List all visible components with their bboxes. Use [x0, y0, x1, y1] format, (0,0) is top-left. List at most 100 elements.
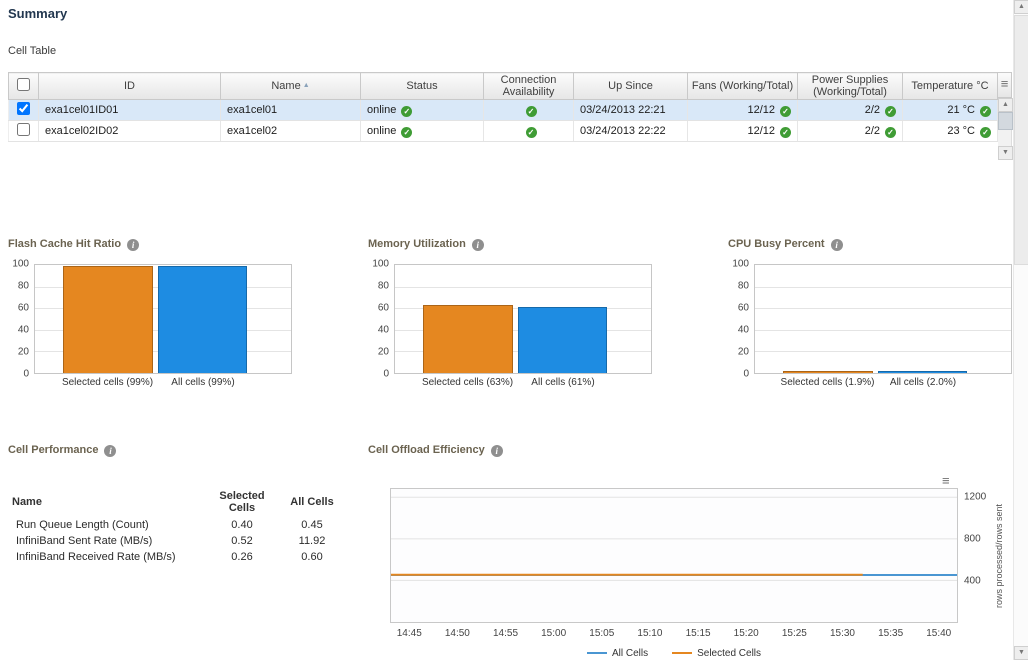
scroll-down-icon[interactable]: ▼ [998, 146, 1013, 160]
category-label: Selected cells (99%) [61, 377, 154, 388]
x-tick-label: 15:40 [926, 628, 952, 639]
table-scrollbar[interactable]: ▲ ▼ [998, 98, 1013, 160]
y-tick-label: 80 [737, 280, 749, 292]
perf-row: InfiniBand Sent Rate (MB/s) 0.52 11.92 [16, 535, 326, 547]
cell-up-since: 03/24/2013 22:21 [573, 99, 688, 121]
connection-ok-icon: ✓ [525, 126, 537, 138]
power-ok-icon: ✓ [885, 126, 896, 138]
legend-line-icon [586, 652, 607, 654]
page-title: Summary [8, 6, 68, 21]
page-scrollbar[interactable]: ▲ ▼ [1013, 0, 1028, 660]
row-select-cell[interactable] [8, 120, 39, 142]
info-icon[interactable]: i [830, 239, 843, 251]
x-tick-label: 15:10 [637, 628, 663, 639]
row-select-cell[interactable] [8, 99, 39, 121]
cell-id: exa1cel01ID01 [38, 99, 221, 121]
info-icon[interactable]: i [104, 445, 117, 457]
cell-performance-table: Name Selected Cells All Cells Run Queue … [8, 487, 343, 565]
perf-header-all-cells: All Cells [290, 496, 334, 508]
section-title: Cell Offload Efficiency [368, 444, 485, 456]
category-label: All cells (99%) [171, 377, 235, 388]
x-axis-labels: Selected cells (99%) All cells (99%) [34, 377, 292, 391]
offload-x-axis: 14:45 14:50 14:55 15:00 15:05 15:10 15:15 15:20… [390, 628, 958, 640]
gridline [755, 286, 1011, 288]
cell-name: exa1cel02 [220, 120, 361, 142]
scrollbar-thumb[interactable] [998, 112, 1013, 130]
y-tick-label: 100 [372, 258, 389, 270]
legend-item: Selected Cells [672, 648, 761, 659]
info-icon[interactable]: i [490, 445, 503, 457]
power-ok-icon: ✓ [885, 105, 896, 117]
cell-status: online ✓ [360, 99, 484, 121]
x-tick-label: 15:25 [781, 628, 807, 639]
section-title: Cell Performance [8, 444, 99, 456]
y-axis: 0 20 40 60 80 100 [368, 259, 394, 380]
cell-fans: 12/12 ✓ [687, 120, 798, 142]
column-header-temperature[interactable]: Temperature °C [902, 72, 998, 100]
category-label: Selected cells (1.9%) [780, 377, 875, 388]
offload-y-axis: 400 800 1200 [964, 488, 992, 623]
y-tick-label: 1200 [964, 491, 987, 502]
table-row[interactable]: exa1cel02ID02 exa1cel02 online ✓ ✓ 03/24/… [8, 120, 998, 142]
cell-id: exa1cel02ID02 [38, 120, 221, 142]
x-tick-label: 14:55 [493, 628, 519, 639]
column-header-connection-availability[interactable]: Connection Availability [483, 72, 574, 100]
cell-temperature: 21 °C ✓ [902, 99, 998, 121]
column-header-fans[interactable]: Fans (Working/Total) [687, 72, 798, 100]
perf-header-selected-cells: Selected Cells [219, 490, 265, 514]
offload-plot [390, 488, 958, 623]
info-icon[interactable]: i [471, 239, 484, 251]
x-tick-label: 15:20 [733, 628, 759, 639]
scroll-down-icon[interactable]: ▼ [1014, 646, 1028, 660]
bar [63, 266, 153, 373]
offload-line-chart [391, 496, 957, 581]
select-all-checkbox[interactable] [17, 78, 30, 91]
x-tick-label: 15:15 [685, 628, 711, 639]
table-header-row: ID Name ▲ Status Connection Availability … [8, 72, 998, 100]
column-header-power-supplies[interactable]: Power Supplies (Working/Total) [797, 72, 903, 100]
category-label: All cells (61%) [531, 377, 595, 388]
scrollbar-thumb[interactable] [1014, 15, 1028, 265]
y-tick-label: 20 [737, 346, 749, 358]
scroll-up-icon[interactable]: ▲ [998, 98, 1013, 112]
status-ok-icon: ✓ [401, 105, 413, 117]
x-tick-label: 15:05 [589, 628, 615, 639]
flash-cache-chart: Flash Cache Hit Ratio i 0 20 40 60 80 100 Sele… [8, 238, 308, 391]
column-header-status[interactable]: Status [360, 72, 484, 100]
y-tick-label: 800 [964, 533, 981, 545]
y-tick-label: 0 [743, 368, 749, 380]
info-icon[interactable]: i [127, 239, 140, 251]
column-header-up-since[interactable]: Up Since [573, 72, 688, 100]
x-tick-label: 14:50 [444, 628, 470, 639]
x-axis-labels: Selected cells (63%) All cells (61%) [394, 377, 652, 391]
column-header-id[interactable]: ID [38, 72, 221, 100]
gridline [755, 329, 1011, 331]
cell-connection: ✓ [483, 120, 574, 142]
row-checkbox[interactable] [17, 123, 30, 136]
select-all-header[interactable] [8, 72, 39, 100]
memory-utilization-chart: Memory Utilization i 0 20 40 60 80 100 Selecte… [368, 238, 668, 391]
chart-title: Flash Cache Hit Ratio [8, 238, 122, 250]
y-tick-label: 80 [17, 280, 29, 292]
cell-power-supplies: 2/2 ✓ [797, 120, 903, 142]
y-axis: 0 20 40 60 80 100 [8, 259, 34, 380]
scroll-up-icon[interactable]: ▲ [1014, 0, 1028, 14]
table-row[interactable]: exa1cel01ID01 exa1cel01 online ✓ ✓ 03/24/… [8, 99, 998, 121]
status-ok-icon: ✓ [401, 126, 413, 138]
cell-power-supplies: 2/2 ✓ [797, 99, 903, 121]
offload-legend: All Cells Selected Cells [390, 646, 958, 659]
table-menu-icon[interactable]: ≡ [1000, 76, 1009, 91]
perf-header-name: Name [12, 496, 42, 508]
perf-row: InfiniBand Received Rate (MB/s) 0.26 0.6… [16, 551, 323, 563]
gridline [755, 308, 1011, 310]
cell-connection: ✓ [483, 99, 574, 121]
offload-y-axis-title: rows processed/rows sent [994, 503, 1004, 608]
y-tick-label: 40 [17, 324, 29, 336]
x-tick-label: 15:35 [878, 628, 904, 639]
bar [517, 307, 608, 373]
plot-area [754, 264, 1012, 374]
sort-ascending-icon: ▲ [302, 82, 310, 89]
row-checkbox[interactable] [17, 102, 30, 115]
chart-menu-icon[interactable]: ≡ [942, 473, 950, 488]
column-header-name[interactable]: Name ▲ [220, 72, 361, 100]
